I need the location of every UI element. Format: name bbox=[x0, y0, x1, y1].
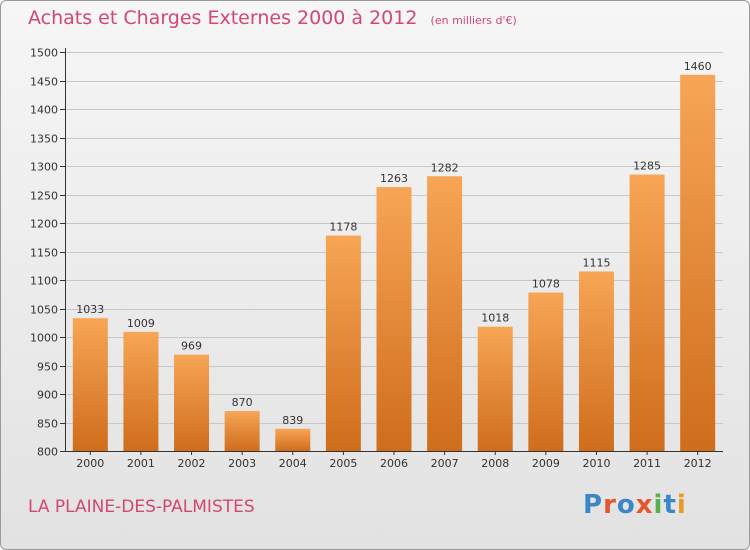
logo-letter: P bbox=[583, 490, 604, 520]
logo-letter: t bbox=[663, 490, 677, 520]
proxiti-logo: Proxiti bbox=[583, 490, 687, 520]
bar-value-label: 969 bbox=[181, 340, 202, 353]
x-tick-label: 2007 bbox=[431, 457, 459, 470]
bar-2010 bbox=[578, 271, 614, 451]
y-tick-label: 1400 bbox=[30, 104, 58, 117]
bar-2007 bbox=[427, 176, 463, 451]
logo-letter: x bbox=[635, 490, 654, 520]
bar-2002 bbox=[174, 354, 210, 451]
x-tick-label: 2004 bbox=[279, 457, 307, 470]
y-tick-label: 850 bbox=[37, 418, 58, 431]
bar-value-label: 839 bbox=[282, 414, 303, 427]
chart-title-block: Achats et Charges Externes 2000 à 2012 (… bbox=[28, 7, 517, 29]
bar-2011 bbox=[629, 174, 665, 452]
x-tick-label: 2010 bbox=[582, 457, 610, 470]
x-tick-label: 2003 bbox=[228, 457, 256, 470]
y-tick-label: 1450 bbox=[30, 76, 58, 89]
y-tick-label: 1300 bbox=[30, 161, 58, 174]
bar-2006 bbox=[376, 187, 412, 451]
bar-2003 bbox=[224, 411, 260, 451]
bar-2012 bbox=[680, 74, 716, 452]
y-tick-label: 1250 bbox=[30, 190, 58, 203]
bar-value-label: 870 bbox=[232, 396, 253, 409]
chart-title: Achats et Charges Externes 2000 à 2012 bbox=[28, 7, 418, 29]
logo-letter: r bbox=[603, 490, 617, 520]
bar-value-label: 1285 bbox=[633, 160, 661, 173]
bar-value-label: 1009 bbox=[127, 317, 155, 330]
x-tick-label: 2002 bbox=[178, 457, 206, 470]
x-tick-label: 2011 bbox=[633, 457, 661, 470]
bar-2001 bbox=[123, 331, 159, 451]
bar-2004 bbox=[275, 428, 311, 451]
bar-value-label: 1115 bbox=[582, 256, 610, 269]
bar-value-label: 1263 bbox=[380, 172, 408, 185]
bar-value-label: 1178 bbox=[329, 221, 357, 234]
x-tick-label: 2005 bbox=[329, 457, 357, 470]
logo-letter: i bbox=[676, 490, 687, 520]
x-tick-label: 2001 bbox=[127, 457, 155, 470]
x-tick-label: 2009 bbox=[532, 457, 560, 470]
y-tick-label: 1200 bbox=[30, 218, 58, 231]
logo-letter: o bbox=[616, 490, 636, 520]
chart-subtitle: (en milliers d'€) bbox=[430, 14, 517, 27]
bar-2000 bbox=[72, 318, 108, 451]
logo-letter: i bbox=[653, 490, 664, 520]
y-tick-label: 1350 bbox=[30, 133, 58, 146]
x-tick-label: 2012 bbox=[684, 457, 712, 470]
bar-2005 bbox=[325, 235, 361, 451]
bar-value-label: 1018 bbox=[481, 312, 509, 325]
place-name: LA PLAINE-DES-PALMISTES bbox=[28, 497, 255, 517]
x-tick-label: 2006 bbox=[380, 457, 408, 470]
y-tick-label: 950 bbox=[37, 361, 58, 374]
y-tick-label: 900 bbox=[37, 389, 58, 402]
bar-value-label: 1078 bbox=[532, 278, 560, 291]
x-tick-label: 2000 bbox=[76, 457, 104, 470]
bar-2009 bbox=[528, 292, 564, 451]
y-tick-label: 1500 bbox=[30, 47, 58, 60]
x-tick-label: 2008 bbox=[481, 457, 509, 470]
y-tick-label: 1100 bbox=[30, 275, 58, 288]
y-tick-label: 1000 bbox=[30, 332, 58, 345]
bar-2008 bbox=[477, 326, 513, 451]
bar-value-label: 1460 bbox=[684, 60, 712, 73]
y-tick-label: 1050 bbox=[30, 304, 58, 317]
y-tick-label: 1150 bbox=[30, 247, 58, 260]
bar-value-label: 1033 bbox=[76, 303, 104, 316]
y-tick-label: 800 bbox=[37, 446, 58, 459]
bar-value-label: 1282 bbox=[431, 161, 459, 174]
